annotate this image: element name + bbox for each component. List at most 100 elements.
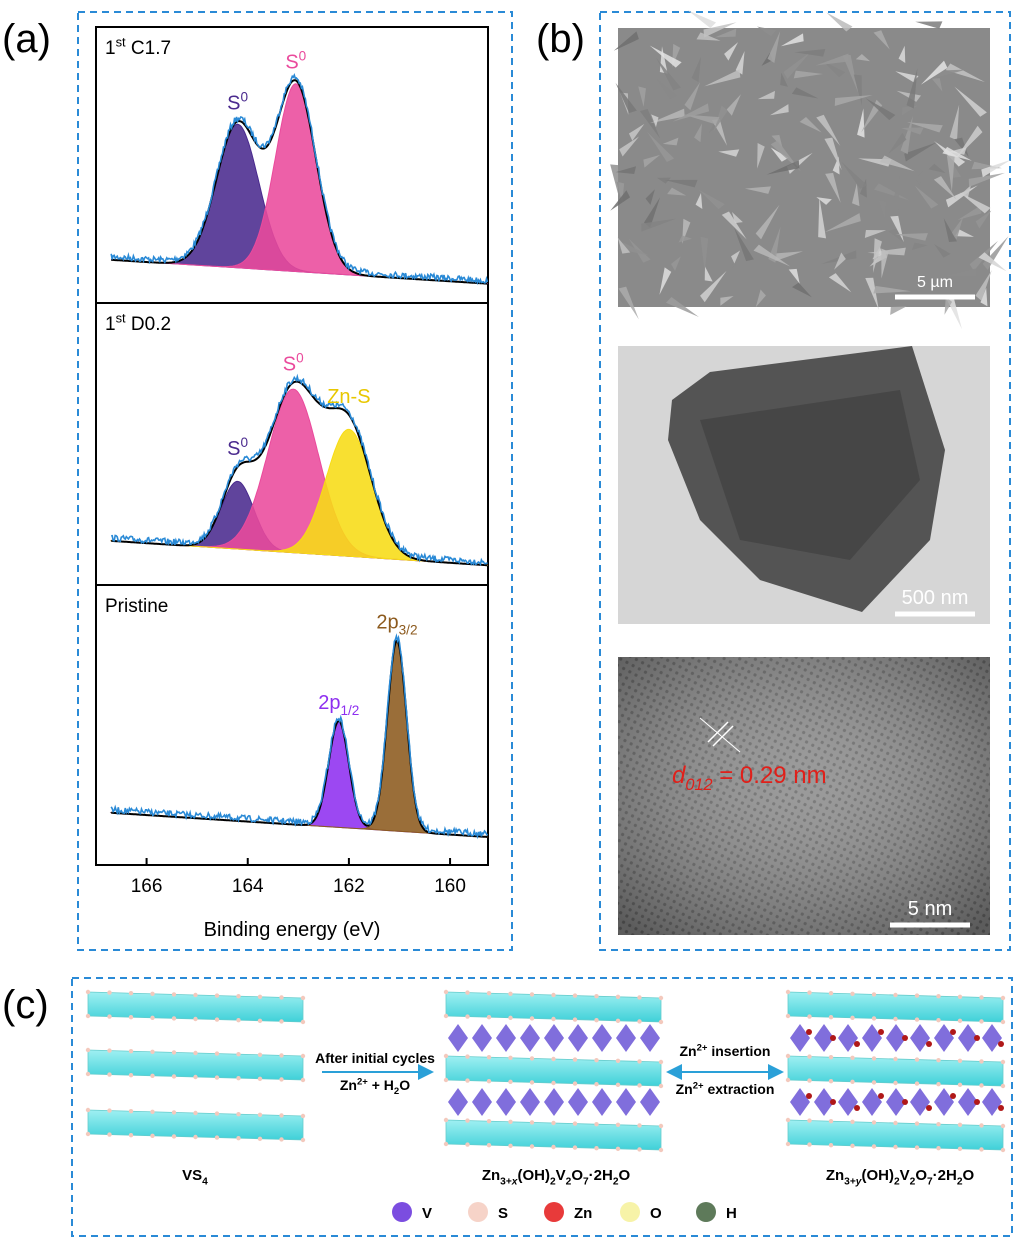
atom (893, 1080, 898, 1086)
flake (944, 297, 953, 315)
vo4-pillar (886, 1024, 906, 1052)
atom (465, 1118, 470, 1123)
flake (906, 68, 918, 109)
zn-ion (950, 1093, 956, 1099)
atom (914, 1145, 920, 1150)
flake (756, 26, 777, 37)
atom (936, 1018, 941, 1023)
atom (443, 989, 449, 995)
text-part: st (116, 34, 126, 49)
peak-label: S0 (283, 351, 304, 376)
flake (900, 115, 913, 155)
vo4-pillar (838, 1088, 858, 1116)
text-part: 3+ (500, 1177, 512, 1188)
text-part: S (285, 51, 298, 73)
flake (963, 185, 972, 199)
text-part: 0 (241, 435, 249, 450)
atom (594, 1058, 599, 1063)
flake (664, 179, 698, 188)
legend-swatch (620, 1202, 640, 1222)
flake (980, 287, 988, 307)
atom (936, 1058, 941, 1063)
atom (572, 993, 578, 998)
structure-label: Zn3+y(OH)2V2O7·2H2O (826, 1167, 975, 1188)
vo4-pillar (790, 1024, 810, 1052)
text-part: 012 (685, 776, 712, 794)
atom (214, 1075, 220, 1080)
atom (979, 1059, 984, 1064)
flake (783, 51, 812, 80)
legend-swatch (696, 1202, 716, 1222)
atom (529, 1144, 535, 1149)
atom (936, 1082, 941, 1087)
atom (828, 1055, 834, 1060)
atom (300, 1053, 306, 1059)
atom (850, 1015, 855, 1020)
atom (465, 1142, 470, 1147)
atom (443, 1077, 449, 1083)
flake (672, 103, 710, 122)
arrow-label: Zn2+ insertion (680, 1042, 771, 1059)
atom (785, 1053, 791, 1059)
peak-fit (111, 83, 488, 285)
atom (957, 1122, 963, 1128)
atom (893, 1120, 898, 1126)
flake (878, 199, 887, 220)
flake (718, 149, 740, 157)
atom (85, 1071, 91, 1077)
atom (486, 1015, 492, 1020)
atom (658, 1059, 664, 1065)
atom (150, 1049, 155, 1055)
zn-ion (806, 1093, 812, 1099)
atom (1000, 1059, 1006, 1065)
flake (662, 137, 679, 146)
flake (628, 123, 645, 141)
flake (684, 81, 701, 111)
atom (658, 1083, 664, 1089)
atom (171, 1110, 177, 1115)
atom (193, 1016, 198, 1022)
text-part: ·2H (933, 1167, 957, 1184)
atom (236, 1076, 241, 1081)
flake (639, 109, 661, 139)
flake (649, 45, 682, 68)
arrow-label: Zn2+ extraction (676, 1080, 775, 1097)
atom (279, 1113, 284, 1118)
text-part: Zn (340, 1077, 357, 1093)
x-axis-label: Binding energy (eV) (204, 919, 381, 941)
zn-ion (830, 1099, 836, 1105)
zn-ion (974, 1099, 980, 1105)
text-part: D0.2 (126, 314, 171, 335)
flake (733, 227, 754, 262)
flake (683, 114, 720, 125)
text-part: O (571, 1167, 583, 1184)
atom (807, 1054, 812, 1059)
atom (214, 1051, 220, 1056)
atom (658, 1123, 664, 1129)
flake (619, 242, 649, 256)
panel-label: (b) (536, 17, 585, 61)
atom (529, 1080, 535, 1085)
atom (893, 1056, 898, 1062)
flake (774, 251, 804, 262)
flake (816, 197, 832, 205)
atom (128, 1073, 134, 1078)
panel-frame (599, 11, 1011, 951)
atom (615, 994, 621, 999)
flake (915, 169, 926, 185)
atom (871, 1016, 877, 1021)
text-part: insertion (707, 1043, 770, 1059)
flake (695, 193, 703, 209)
flake (647, 131, 675, 162)
spectrum-label: 1st C1.7 (105, 34, 171, 59)
atom (486, 1055, 492, 1060)
flake (954, 86, 987, 117)
flake (842, 54, 859, 93)
atom (107, 1014, 112, 1019)
flake (767, 31, 781, 63)
zn-ion (926, 1105, 932, 1111)
text-part: 2+ (357, 1076, 368, 1087)
vo4-pillar (640, 1024, 660, 1052)
text-part: O (399, 1077, 410, 1093)
